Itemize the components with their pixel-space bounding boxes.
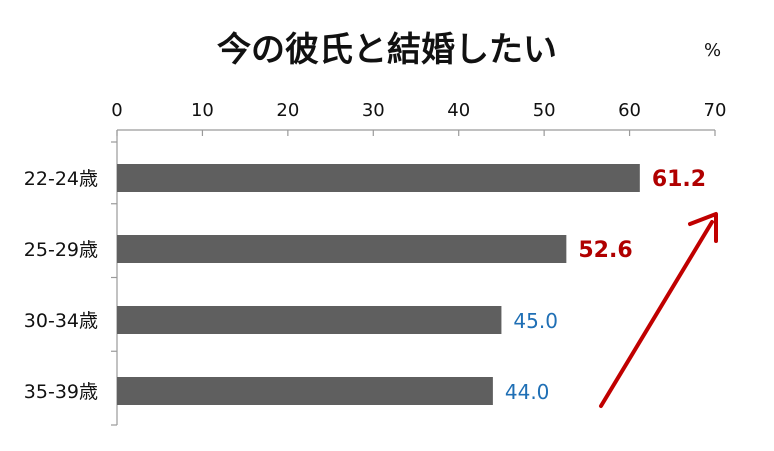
data-label: 61.2 [652,167,706,192]
category-label: 35-39歳 [24,381,98,403]
data-label: 44.0 [505,380,550,404]
x-tick-label: 50 [533,100,556,121]
x-tick-label: 70 [704,100,727,121]
category-label: 22-24歳 [24,168,98,190]
x-tick-label: 0 [111,100,122,121]
x-tick-label: 40 [447,100,470,121]
chart-title: 今の彼氏と結婚したい [217,30,557,70]
data-label: 52.6 [578,238,632,263]
x-tick-label: 30 [362,100,385,121]
bar-2 [117,235,567,263]
unit-label: % [704,40,722,61]
bar-3 [117,306,502,334]
trend-arrow-shaft [599,220,714,408]
x-tick-label: 60 [618,100,641,121]
bar-4 [117,377,493,405]
x-tick-label: 10 [191,100,214,121]
category-label: 25-29歳 [24,239,98,261]
bar-1 [117,164,640,192]
data-label: 45.0 [513,309,558,333]
x-tick-label: 20 [276,100,299,121]
trend-arrow-head [688,212,718,243]
category-label: 30-34歳 [24,310,98,332]
